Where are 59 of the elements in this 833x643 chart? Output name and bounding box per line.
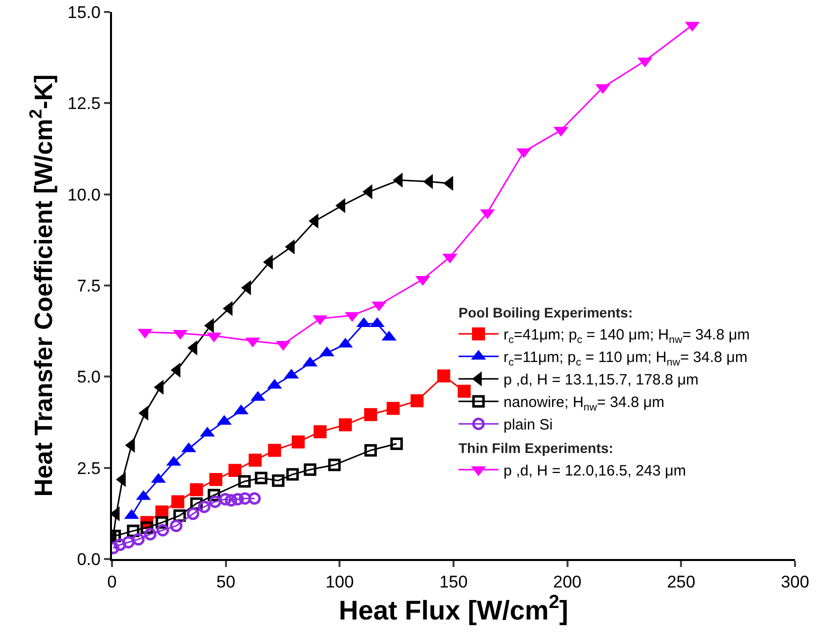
x-tick-label: 300 <box>780 572 810 592</box>
point <box>364 444 377 457</box>
point <box>208 496 222 508</box>
point <box>122 536 135 548</box>
point <box>314 425 327 438</box>
legend-label: r$_{c}$=41μm; p$_{c}$ = 140 μm; H$_{nw}$= 34.8 μm <box>504 326 750 346</box>
x-tick-label: 150 <box>439 572 468 592</box>
point <box>114 538 126 552</box>
x-tick-label: 50 <box>216 572 236 592</box>
point <box>238 492 252 505</box>
point <box>156 524 170 536</box>
point <box>410 394 424 408</box>
legend-label: p ,d, H = 13.1,15.7, 178.8 μm <box>504 372 699 389</box>
point <box>238 475 251 488</box>
point <box>272 474 284 487</box>
point <box>268 444 282 457</box>
x-tick-label: 200 <box>553 572 582 592</box>
y-tick-label: 2.5 <box>76 458 101 478</box>
point <box>338 418 352 432</box>
point <box>286 468 299 481</box>
point <box>171 495 184 508</box>
point <box>390 438 403 450</box>
point <box>304 463 316 476</box>
y-tick-label: 12.5 <box>68 94 101 114</box>
point <box>228 464 242 477</box>
point <box>437 369 450 382</box>
point <box>186 508 200 520</box>
x-axis-title: Heat Flux [W/cm$^{2}$] <box>338 592 568 626</box>
point <box>198 500 210 514</box>
annotation: Thin Film Experiments: <box>458 440 614 456</box>
y-tick-label: 7.5 <box>76 276 101 296</box>
annotation: Pool Boiling Experiments: <box>458 304 633 320</box>
legend-label: plain Si <box>504 416 553 434</box>
point <box>364 408 378 422</box>
y-tick-label: 0.0 <box>76 550 101 569</box>
point <box>386 402 400 415</box>
point <box>254 472 268 484</box>
point <box>248 454 262 467</box>
point <box>248 492 261 505</box>
x-tick-label: 250 <box>666 572 696 592</box>
point <box>292 435 305 448</box>
x-tick-label: 100 <box>325 572 354 592</box>
legend-label: r$_{c}$=11μm; p$_{c}$ = 110 μm; H$_{nw}$= 34.8 μm <box>504 349 748 368</box>
legend-label: p ,d, H = 12.0,16.5, 243 μm <box>504 462 686 480</box>
point <box>132 533 145 546</box>
y-tick-label: 10.0 <box>68 185 101 204</box>
legend-label: nanowire; H$_{nw}$= 34.8 μm <box>504 394 664 414</box>
point <box>219 492 232 506</box>
point <box>231 492 244 506</box>
point <box>328 458 341 472</box>
point <box>190 483 203 496</box>
point <box>224 494 238 507</box>
point <box>144 528 156 540</box>
x-tick-label: 0 <box>107 572 117 592</box>
y-tick-label: 15.0 <box>68 2 101 22</box>
point <box>209 473 222 486</box>
y-tick-label: 5.0 <box>76 368 101 387</box>
point <box>170 520 182 532</box>
point <box>458 384 471 398</box>
